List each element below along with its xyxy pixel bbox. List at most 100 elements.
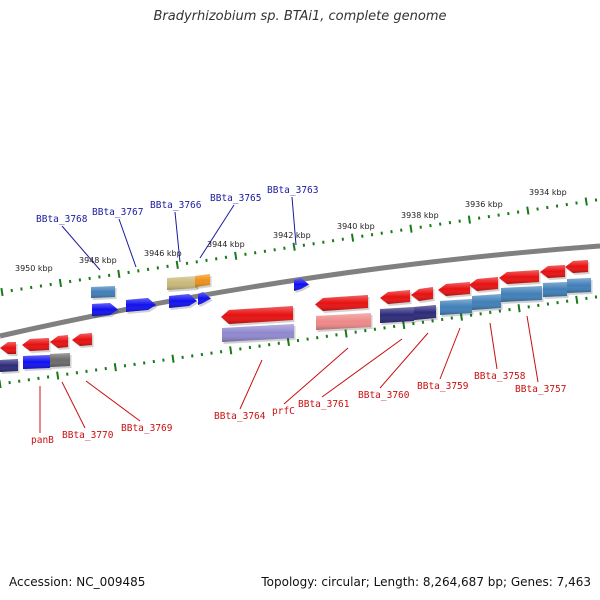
lower-gene-label: BBta_3769 (121, 423, 173, 434)
gene-features (0, 260, 593, 374)
upper-tick-mark (409, 224, 413, 233)
gene-arrow (414, 305, 438, 322)
gene-arrow (0, 342, 18, 356)
kbp-scale-labels: 3950 kbp 3948 kbp 3946 kbp 3944 kbp 3942 kbp… (15, 188, 567, 273)
gene-arrow (499, 270, 541, 286)
genome-title: Bradyrhizobium sp. BTAi1, complete genom… (153, 9, 447, 24)
lower-tick-mark (517, 304, 521, 313)
lower-tick-mark (229, 346, 233, 355)
lower-tick-mark (344, 329, 348, 338)
gene-arrow (222, 324, 296, 344)
gene-arrow (50, 353, 72, 369)
gene-arrow (50, 335, 70, 350)
gene-labels: BBta_3768 BBta_3767 BBta_3766 BBta_3765 BBta… (31, 185, 566, 446)
lower-label-leader (321, 338, 403, 398)
upper-scale-ticks (0, 197, 598, 297)
lower-label-leader (526, 315, 539, 383)
upper-label-leader (174, 211, 181, 263)
lower-label-leader (439, 327, 461, 380)
upper-tick-mark (526, 206, 530, 215)
gene-arrow (472, 294, 503, 312)
kbp-label: 3940 kbp (337, 222, 375, 231)
gene-arrow (0, 359, 20, 374)
gene-arrow (469, 277, 500, 293)
upper-gene-label: BBta_3766 (150, 200, 202, 211)
lower-gene-label: panB (31, 435, 54, 446)
upper-gene-label: BBta_3767 (92, 207, 143, 218)
gene-arrow (440, 299, 474, 317)
lower-gene-label: BBta_3764 (214, 411, 266, 422)
gene-arrow (91, 286, 117, 300)
gene-arrow (540, 265, 567, 280)
gene-arrow (411, 287, 435, 303)
lower-gene-label: BBta_3758 (474, 371, 526, 382)
upper-tick-mark (58, 278, 63, 288)
kbp-label: 3934 kbp (529, 188, 567, 197)
upper-tick-mark (117, 269, 121, 279)
label-leader-lines (39, 196, 539, 433)
lower-gene-label: BBta_3761 (298, 399, 350, 410)
upper-label-leader (118, 218, 137, 268)
kbp-label: 3950 kbp (15, 264, 53, 273)
kbp-label: 3948 kbp (79, 256, 117, 265)
lower-tick-mark (575, 295, 579, 304)
gene-arrow (438, 282, 472, 298)
lower-gene-label: BBta_3759 (417, 381, 469, 392)
upper-gene-label: BBta_3763 (267, 185, 318, 196)
gene-arrow (198, 292, 213, 307)
lower-tick-mark (459, 312, 463, 321)
upper-tick-mark (350, 233, 355, 242)
accession-text: Accession: NC_009485 (9, 575, 146, 589)
lower-scale-ticks (0, 295, 598, 389)
lower-label-leader (489, 322, 498, 370)
kbp-label: 3942 kbp (273, 231, 311, 240)
lower-tick-mark (286, 337, 290, 347)
gene-arrow (565, 260, 590, 275)
upper-label-leader (61, 225, 101, 271)
lower-gene-label: BBta_3760 (358, 390, 410, 401)
upper-tick-mark (467, 215, 472, 224)
gene-arrow (22, 338, 51, 353)
lower-label-leader (239, 359, 263, 410)
lower-label-leader (283, 347, 349, 405)
lower-label-leader (85, 380, 141, 422)
kbp-label: 3944 kbp (207, 240, 245, 249)
gene-arrow (72, 333, 94, 348)
lower-label-leader (61, 381, 86, 429)
gene-arrow (23, 355, 52, 371)
gene-arrow (380, 307, 416, 325)
gene-arrow (543, 282, 569, 299)
genome-summary-text: Topology: circular; Length: 8,264,687 bp… (261, 575, 591, 589)
gene-arrow (167, 276, 199, 292)
gene-arrow (92, 303, 120, 318)
lower-label-leader (379, 332, 429, 389)
gene-arrow (221, 306, 295, 326)
gene-arrow (567, 278, 593, 295)
upper-tick-mark (175, 260, 179, 269)
kbp-label: 3946 kbp (144, 249, 182, 258)
upper-label-leader (291, 196, 297, 246)
lower-tick-mark (402, 320, 406, 330)
upper-tick-mark (234, 251, 238, 260)
kbp-label: 3936 kbp (465, 200, 503, 209)
gene-arrow (316, 313, 373, 332)
lower-gene-label: BBta_3770 (62, 430, 114, 441)
upper-label-leader (199, 204, 235, 259)
gene-arrow (195, 274, 212, 289)
upper-gene-label: BBta_3765 (210, 193, 261, 204)
gene-arrow (169, 294, 199, 310)
kbp-label: 3938 kbp (401, 211, 439, 220)
lower-tick-mark (113, 363, 117, 372)
lower-gene-label: prfC (272, 406, 295, 417)
lower-tick-mark (56, 371, 60, 380)
gene-arrow (294, 278, 311, 293)
gene-arrow (380, 290, 412, 306)
lower-tick-mark (171, 354, 175, 363)
lower-gene-label: BBta_3757 (515, 384, 566, 395)
gene-arrow (315, 295, 370, 313)
upper-tick-mark (584, 197, 588, 206)
gene-arrow (126, 298, 158, 314)
lower-tick-mark (0, 379, 2, 389)
upper-tick-mark (292, 242, 296, 251)
